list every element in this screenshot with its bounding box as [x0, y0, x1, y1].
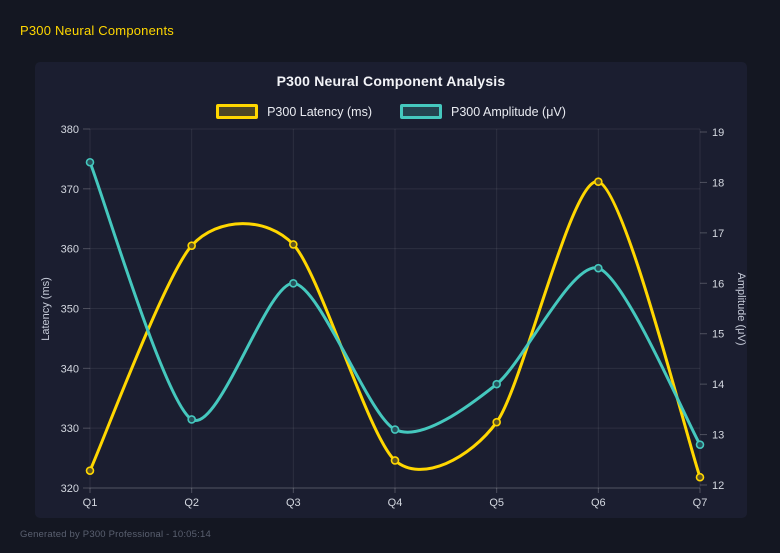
amplitude-point-Q5[interactable] [492, 379, 501, 389]
latency-point-Q3[interactable] [289, 240, 298, 249]
chart-legend: P300 Latency (ms) P300 Amplitude (μV) [35, 104, 747, 119]
amplitude-point-fill-Q1 [86, 158, 94, 166]
plot-area: 320 330 340 350 360 370 380 12 13 14 15 16 17 18 19 Q1 Q… [35, 62, 747, 518]
amplitude-point-fill-Q2 [188, 415, 196, 423]
amplitude-point-Q3[interactable] [289, 278, 298, 288]
latency-point-fill-Q1 [86, 467, 94, 475]
left-tick-label: 370 [61, 184, 79, 196]
latency-point-fill-Q4 [391, 456, 399, 464]
amplitude-point-fill-Q5 [493, 380, 501, 388]
left-tick-label: 360 [61, 244, 79, 256]
amplitude-point-fill-Q7 [696, 441, 704, 449]
amplitude-swatch-icon [400, 104, 442, 119]
latency-point-Q5[interactable] [492, 417, 501, 427]
x-tick-label: Q4 [388, 497, 403, 509]
footer-status: Generated by P300 Professional - 10:05:1… [20, 529, 211, 540]
latency-point-Q7[interactable] [695, 472, 705, 482]
latency-point-Q6[interactable] [594, 177, 603, 186]
left-tick-label: 350 [61, 304, 79, 316]
x-tick-label: Q1 [83, 497, 98, 509]
amplitude-point-Q7[interactable] [695, 440, 705, 449]
amplitude-point-Q2[interactable] [187, 415, 196, 424]
chart-canvas[interactable]: 320 330 340 350 360 370 380 12 13 14 15 16 17 18 19 Q1 Q… [61, 124, 725, 509]
x-tick-label: Q2 [184, 497, 199, 509]
right-tick-label: 17 [712, 228, 724, 240]
right-tick-label: 13 [712, 430, 724, 442]
legend-label-amplitude: P300 Amplitude (μV) [451, 104, 566, 119]
left-tick-label: 340 [61, 363, 79, 375]
x-tick-label: Q7 [693, 497, 708, 509]
amplitude-point-fill-Q6 [594, 264, 602, 272]
legend-item-amplitude[interactable]: P300 Amplitude (μV) [400, 104, 566, 119]
latency-point-Q2[interactable] [187, 241, 196, 250]
legend-item-latency[interactable]: P300 Latency (ms) [216, 104, 372, 119]
latency-point-Q4[interactable] [390, 456, 400, 465]
right-tick-label: 19 [712, 127, 724, 139]
left-tick-label: 330 [61, 423, 79, 435]
x-tick-label: Q3 [286, 497, 301, 509]
amplitude-point-Q1[interactable] [85, 157, 95, 167]
page-title: P300 Neural Components [20, 23, 174, 38]
latency-point-fill-Q2 [188, 242, 196, 250]
left-tick-label: 380 [61, 124, 79, 136]
left-tick-label: 320 [61, 483, 79, 495]
x-tick-label: Q5 [489, 497, 504, 509]
chart-card: P300 Neural Component Analysis P300 Late… [35, 62, 747, 518]
legend-label-latency: P300 Latency (ms) [267, 104, 372, 119]
right-axis-title: Amplitude (μV) [735, 272, 747, 346]
amplitude-point-fill-Q4 [391, 426, 399, 434]
right-tick-label: 14 [712, 379, 724, 391]
right-tick-label: 16 [712, 278, 724, 290]
latency-point-Q1[interactable] [85, 466, 95, 475]
amplitude-point-Q4[interactable] [390, 425, 400, 434]
x-tick-label: Q6 [591, 497, 606, 509]
right-tick-label: 18 [712, 177, 724, 189]
amplitude-point-fill-Q3 [289, 279, 297, 287]
latency-point-fill-Q7 [696, 473, 704, 481]
right-tick-label: 12 [712, 480, 724, 492]
latency-point-fill-Q5 [493, 418, 501, 426]
right-tick-label: 15 [712, 329, 724, 341]
latency-point-fill-Q6 [594, 178, 602, 186]
amplitude-point-Q6[interactable] [594, 263, 603, 273]
chart-title: P300 Neural Component Analysis [276, 73, 506, 89]
left-axis-title: Latency (ms) [40, 277, 52, 341]
latency-swatch-icon [216, 104, 259, 119]
latency-point-fill-Q3 [289, 240, 297, 248]
